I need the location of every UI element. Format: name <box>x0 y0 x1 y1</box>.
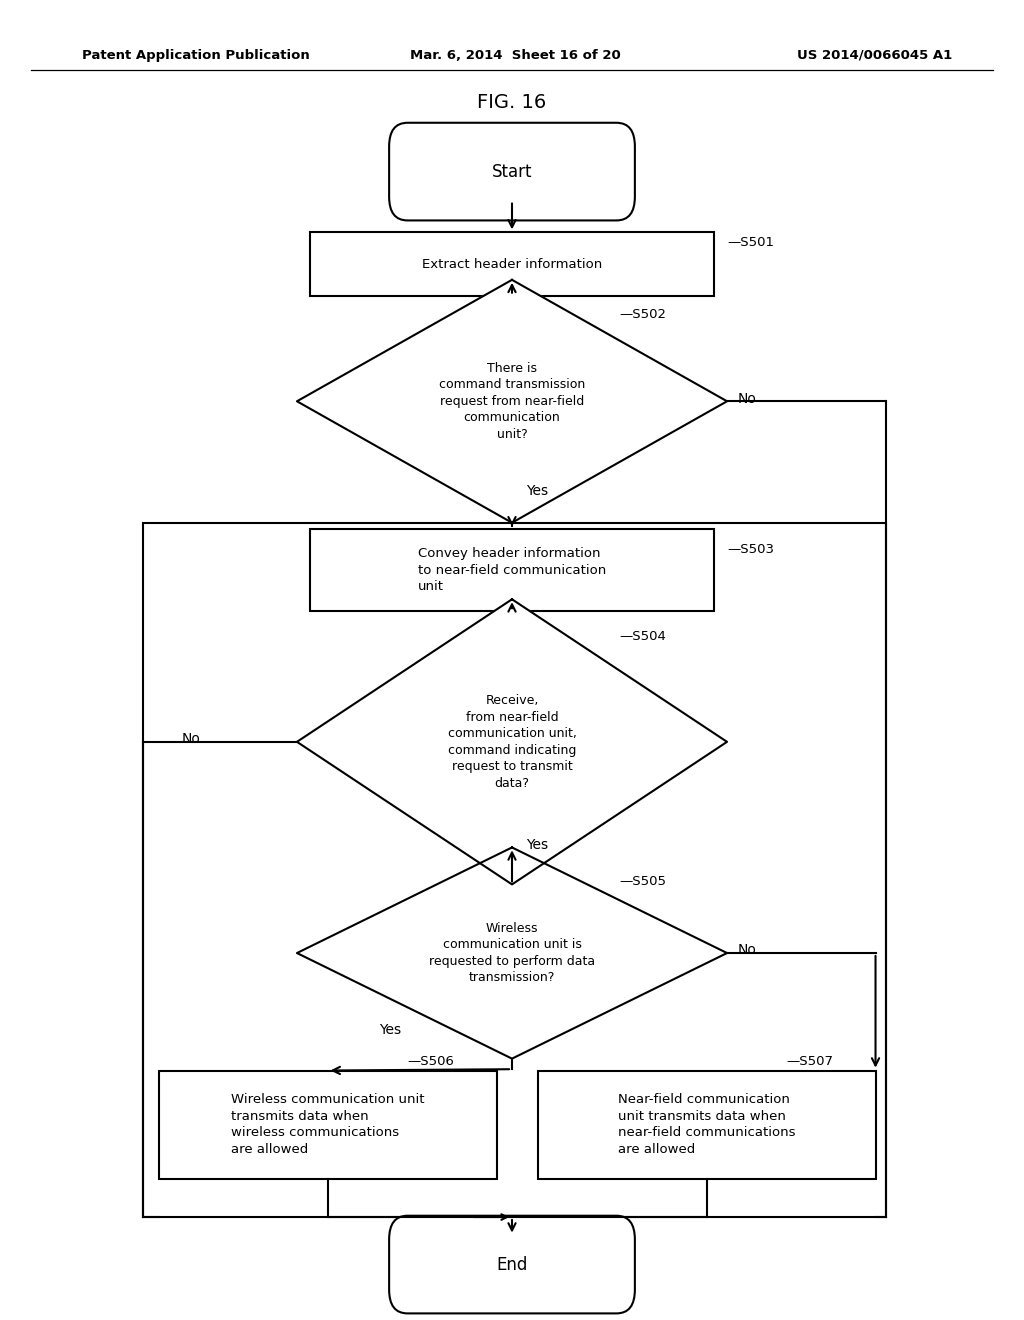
FancyBboxPatch shape <box>389 1216 635 1313</box>
Text: —S501: —S501 <box>727 236 774 249</box>
Text: Start: Start <box>492 162 532 181</box>
Text: —S506: —S506 <box>408 1055 455 1068</box>
Text: —S507: —S507 <box>786 1055 834 1068</box>
Text: No: No <box>737 944 756 957</box>
Bar <box>309 529 715 611</box>
Text: Yes: Yes <box>526 838 549 851</box>
Polygon shape <box>297 599 727 884</box>
Text: Mar. 6, 2014  Sheet 16 of 20: Mar. 6, 2014 Sheet 16 of 20 <box>410 49 621 62</box>
Text: —S504: —S504 <box>620 630 667 643</box>
Text: Wireless communication unit
transmits data when
wireless communications
are allo: Wireless communication unit transmits da… <box>231 1093 424 1156</box>
Text: Yes: Yes <box>379 1023 401 1036</box>
Bar <box>159 1071 497 1179</box>
Text: Receive,
from near-field
communication unit,
command indicating
request to trans: Receive, from near-field communication u… <box>447 694 577 789</box>
Bar <box>538 1071 876 1179</box>
Polygon shape <box>297 847 727 1059</box>
Text: End: End <box>497 1255 527 1274</box>
Text: No: No <box>737 392 756 405</box>
Text: No: No <box>182 733 201 746</box>
Bar <box>309 232 715 296</box>
Polygon shape <box>297 280 727 523</box>
Text: Patent Application Publication: Patent Application Publication <box>82 49 309 62</box>
FancyBboxPatch shape <box>389 123 635 220</box>
Text: FIG. 16: FIG. 16 <box>477 94 547 112</box>
Text: US 2014/0066045 A1: US 2014/0066045 A1 <box>797 49 952 62</box>
Text: Convey header information
to near-field communication
unit: Convey header information to near-field … <box>418 548 606 593</box>
Text: —S505: —S505 <box>620 875 667 888</box>
Text: There is
command transmission
request from near-field
communication
unit?: There is command transmission request fr… <box>439 362 585 441</box>
Text: Wireless
communication unit is
requested to perform data
transmission?: Wireless communication unit is requested… <box>429 921 595 985</box>
Bar <box>143 523 886 1217</box>
Text: —S502: —S502 <box>620 308 667 321</box>
Text: Near-field communication
unit transmits data when
near-field communications
are : Near-field communication unit transmits … <box>617 1093 796 1156</box>
Text: Yes: Yes <box>526 484 549 498</box>
Text: —S503: —S503 <box>727 543 774 556</box>
Text: Extract header information: Extract header information <box>422 257 602 271</box>
